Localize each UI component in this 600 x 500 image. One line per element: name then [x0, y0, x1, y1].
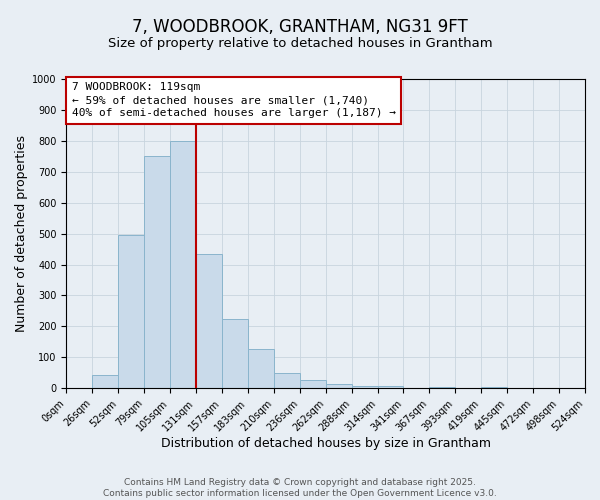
Bar [196, 254, 222, 388]
Bar [352, 386, 377, 388]
Bar [144, 156, 170, 388]
Bar [430, 386, 455, 388]
Bar [248, 348, 274, 388]
Bar [274, 372, 300, 388]
Bar [118, 235, 144, 388]
Text: 7, WOODBROOK, GRANTHAM, NG31 9FT: 7, WOODBROOK, GRANTHAM, NG31 9FT [132, 18, 468, 36]
Bar [170, 141, 196, 388]
Bar [481, 386, 507, 388]
X-axis label: Distribution of detached houses by size in Grantham: Distribution of detached houses by size … [161, 437, 491, 450]
Text: 7 WOODBROOK: 119sqm
← 59% of detached houses are smaller (1,740)
40% of semi-det: 7 WOODBROOK: 119sqm ← 59% of detached ho… [71, 82, 395, 118]
Bar [222, 318, 248, 388]
Bar [326, 384, 352, 388]
Y-axis label: Number of detached properties: Number of detached properties [15, 135, 28, 332]
Text: Size of property relative to detached houses in Grantham: Size of property relative to detached ho… [107, 38, 493, 51]
Bar [300, 380, 326, 388]
Bar [377, 386, 403, 388]
Bar [92, 375, 118, 388]
Text: Contains HM Land Registry data © Crown copyright and database right 2025.
Contai: Contains HM Land Registry data © Crown c… [103, 478, 497, 498]
